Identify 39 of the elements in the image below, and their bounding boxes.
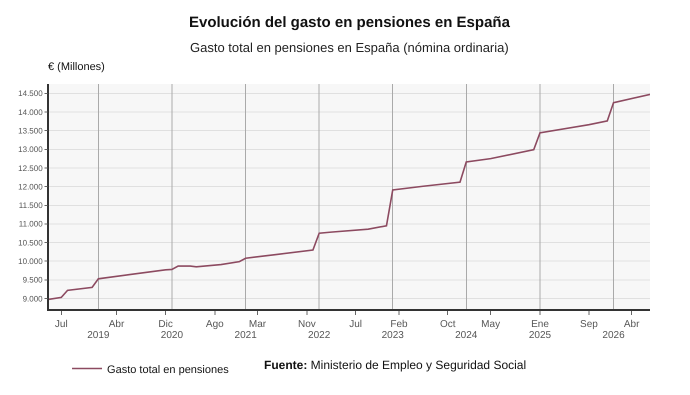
x2-tick-label: 2026 [602, 330, 626, 341]
y-tick-label: 11.500 [18, 201, 44, 210]
x2-tick-label: 2022 [308, 330, 331, 341]
y-tick-label: 10.500 [18, 238, 44, 248]
y-tick-label: 11.000 [18, 220, 44, 229]
legend-label: Gasto total en pensiones [107, 364, 230, 376]
x-tick-label: Mar [248, 318, 267, 330]
x-tick-label: Dic [158, 318, 173, 330]
x2-tick-label: 2020 [160, 330, 184, 341]
chart-title: Evolución del gasto en pensiones en España [189, 14, 511, 31]
y-tick-label: 14.500 [18, 89, 44, 98]
y-tick-label: 9.500 [22, 276, 44, 285]
x-tick-label: Sep [580, 318, 598, 330]
y-tick-label: 13.000 [18, 145, 44, 154]
x2-tick-label: 2024 [455, 330, 478, 341]
y-tick-label: 12.500 [18, 164, 44, 173]
source-note: Fuente: Ministerio de Empleo y Seguridad Social [264, 358, 526, 372]
y-tick-label: 14.000 [18, 108, 44, 117]
x2-tick-label: 2021 [234, 330, 258, 341]
chart-subtitle: Gasto total en pensiones en España (nómina ordinaria) [190, 40, 509, 55]
y-tick-label: 12.000 [18, 182, 44, 192]
x2-tick-label: 2019 [87, 330, 110, 341]
x-tick-label: Abr [624, 318, 640, 330]
x-tick-label: Jul [54, 318, 68, 330]
line-series [49, 94, 650, 300]
x-tick-label: Feb [390, 318, 408, 330]
x-tick-label: May [481, 318, 500, 330]
x-tick-label: Nov [298, 318, 316, 330]
x2-tick-label: 2023 [382, 330, 404, 341]
x-tick-label: Jul [349, 318, 362, 330]
y-tick-label: 10.000 [18, 257, 44, 266]
y-tick-label: 9.000 [22, 294, 44, 304]
y-axis-title: € (Millones) [48, 61, 105, 73]
x-tick-label: Abr [108, 318, 125, 330]
y-tick-label: 13.500 [18, 126, 44, 136]
x-tick-label: Ago [206, 318, 224, 330]
x2-tick-label: 2025 [528, 330, 552, 341]
x-tick-label: Ene [531, 318, 550, 330]
x-tick-label: Oct [440, 318, 456, 330]
